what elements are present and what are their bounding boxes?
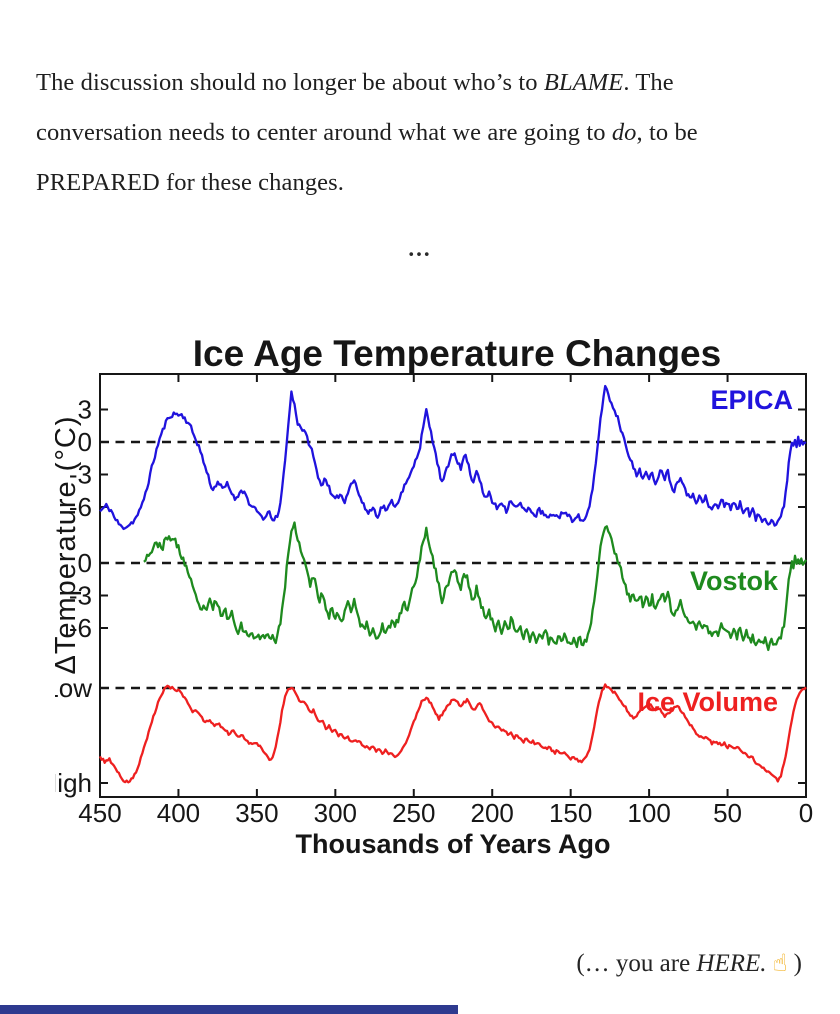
x-tick-label: 250 [392,798,435,828]
x-tick-label: 200 [471,798,514,828]
x-tick-label: 450 [78,798,121,828]
y-tick-label: -6 [69,492,92,522]
ice-volume-curve [98,683,807,784]
x-tick-label: 400 [157,798,200,828]
y-tick-label: -3 [69,580,92,610]
y-tick-label: -6 [69,613,92,643]
section-separator: ... [408,236,432,261]
vostok-curve [143,521,807,652]
y-tick-label: 0 [78,548,92,578]
x-tick-label: 0 [799,798,813,828]
legend-vostok: Vostok [690,566,779,596]
y-tick-label: High [55,768,92,798]
y-tick-label: -3 [69,459,92,489]
text-run: . The [623,68,674,96]
legend-epica: EPICA [710,385,793,415]
epica-curve [99,384,807,531]
bottom-blue-bar [0,1005,458,1014]
x-tick-label: 300 [314,798,357,828]
x-tick-label: 50 [713,798,742,828]
caption-you-are-here: (… you are HERE. ☝ ) [42,944,802,983]
text-run: ) [787,950,802,977]
emphasis-do: do [611,118,637,146]
emphasis-here: HERE. [696,950,767,977]
text-run: The discussion should no longer be about… [36,68,544,96]
y-axis-label: ΔTemperature (°C) [55,415,82,674]
y-tick-label: Low [55,673,92,703]
ice-age-chart-figure: Ice Age Temperature Changes 450 400 350 300 2… [39,325,815,870]
y-tick-label: 3 [78,395,92,425]
text-run: PREPARED for these changes. [36,168,345,196]
legend-ice-volume: Ice Volume [637,687,778,717]
y-tick-label: 0 [78,427,92,457]
emphasis-blame: BLAME [543,68,624,96]
text-run: , to be [636,118,698,146]
x-axis-label: Thousands of Years Ago [295,829,610,859]
text-run: conversation needs to center around what… [36,118,612,146]
text-run: (… you are [576,950,697,977]
index-pointing-up-emoji: ☝ [772,949,788,977]
x-tick-label: 350 [235,798,278,828]
x-tick-label: 150 [549,798,592,828]
article-paragraph: The discussion should no longer be about… [36,58,828,208]
chart-title: Ice Age Temperature Changes [193,333,721,374]
x-tick-label: 100 [627,798,670,828]
plot-frame [99,373,807,798]
